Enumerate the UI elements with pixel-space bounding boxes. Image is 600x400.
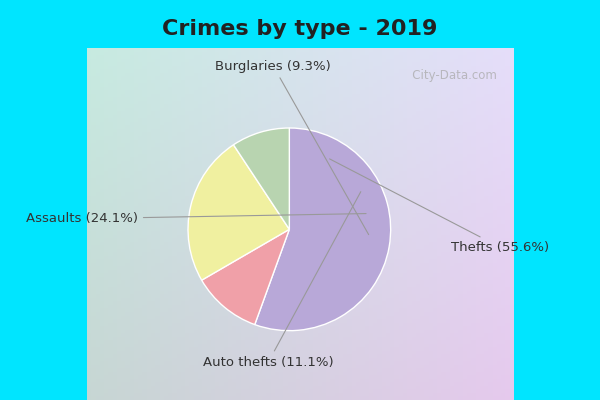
Wedge shape (202, 229, 289, 324)
Wedge shape (233, 128, 289, 229)
Text: Crimes by type - 2019: Crimes by type - 2019 (163, 19, 437, 39)
Wedge shape (255, 128, 391, 331)
Text: City-Data.com: City-Data.com (401, 69, 497, 82)
Text: Thefts (55.6%): Thefts (55.6%) (329, 159, 550, 254)
Text: Burglaries (9.3%): Burglaries (9.3%) (215, 60, 368, 235)
Wedge shape (188, 145, 289, 280)
Text: Assaults (24.1%): Assaults (24.1%) (26, 212, 366, 225)
Text: Auto thefts (11.1%): Auto thefts (11.1%) (203, 192, 361, 369)
